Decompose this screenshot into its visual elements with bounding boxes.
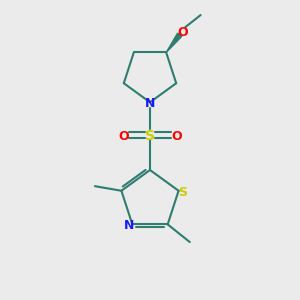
Text: N: N: [124, 219, 134, 232]
Text: N: N: [145, 97, 155, 110]
Text: O: O: [171, 130, 182, 143]
Polygon shape: [166, 33, 182, 52]
Text: O: O: [177, 26, 188, 39]
Text: S: S: [145, 129, 155, 143]
Text: S: S: [178, 186, 188, 199]
Text: O: O: [118, 130, 129, 143]
